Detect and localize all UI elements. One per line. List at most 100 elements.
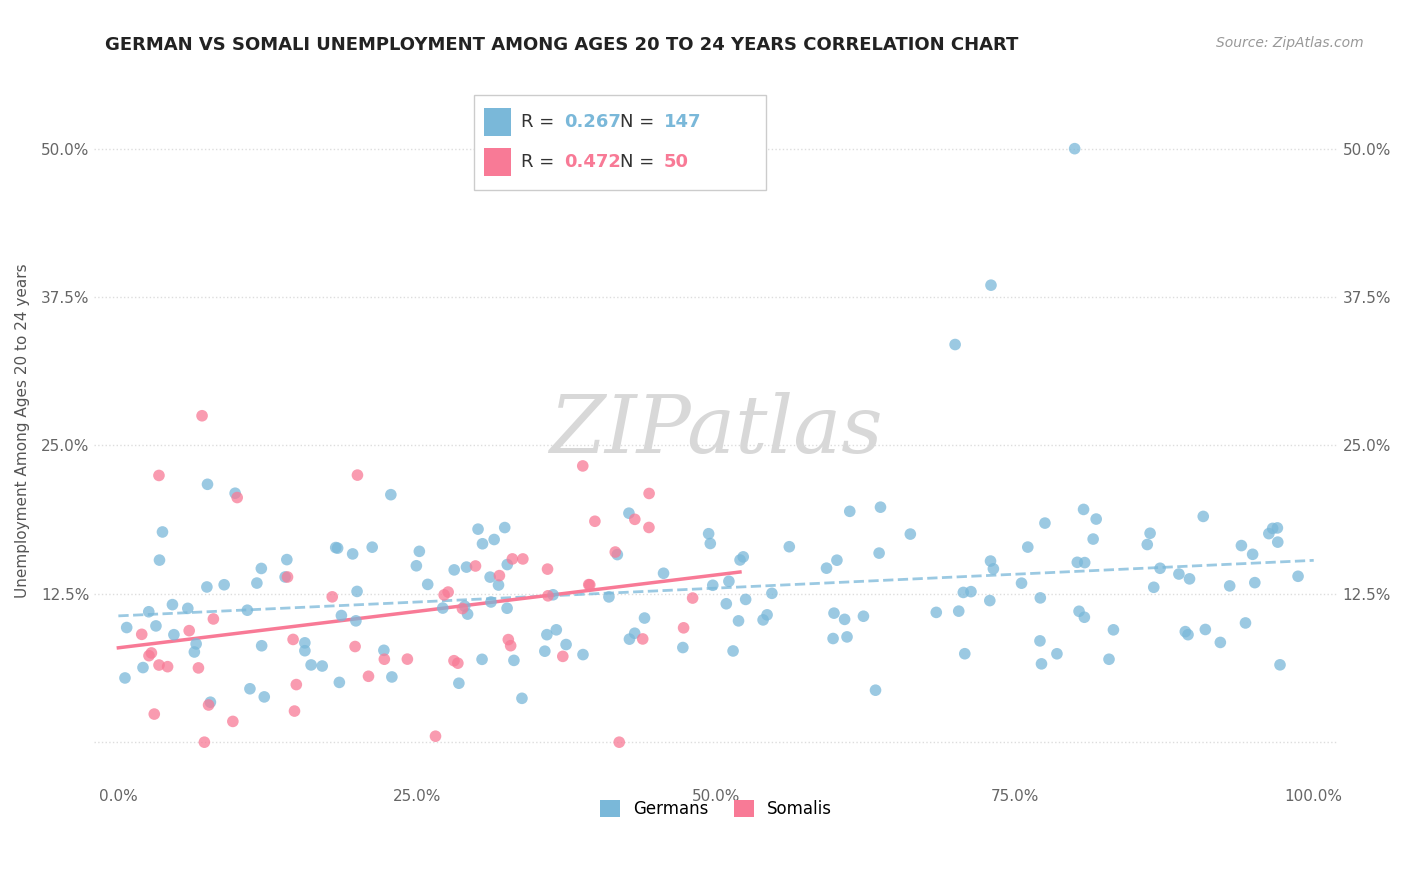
Point	[467, 522, 489, 536]
Text: N =: N =	[620, 153, 661, 171]
Point	[443, 563, 465, 577]
Point	[728, 553, 751, 567]
Point	[163, 628, 186, 642]
Point	[373, 643, 395, 657]
Point	[1067, 604, 1090, 618]
Point	[835, 630, 858, 644]
Point	[578, 577, 600, 591]
Point	[583, 514, 606, 528]
Point	[326, 541, 349, 556]
Point	[652, 566, 675, 581]
Point	[1031, 657, 1053, 671]
Point	[156, 659, 179, 673]
Point	[699, 536, 721, 550]
Point	[186, 637, 208, 651]
Point	[1029, 633, 1052, 648]
Point	[898, 527, 921, 541]
Point	[1136, 537, 1159, 551]
Point	[330, 608, 353, 623]
Point	[143, 707, 166, 722]
Point	[1261, 521, 1284, 535]
Point	[1046, 647, 1069, 661]
Point	[1073, 502, 1095, 516]
Legend: Germans, Somalis: Germans, Somalis	[593, 793, 839, 825]
Text: Source: ZipAtlas.com: Source: ZipAtlas.com	[1216, 36, 1364, 50]
Point	[187, 661, 209, 675]
Point	[239, 681, 262, 696]
Point	[283, 704, 305, 718]
Point	[1194, 623, 1216, 637]
Point	[488, 578, 510, 592]
Point	[555, 638, 578, 652]
Point	[416, 577, 439, 591]
Point	[1102, 623, 1125, 637]
Point	[479, 570, 502, 584]
Point	[537, 589, 560, 603]
Point	[1268, 657, 1291, 672]
Point	[1073, 610, 1095, 624]
Point	[357, 669, 380, 683]
Point	[838, 504, 860, 518]
Point	[250, 561, 273, 575]
Point	[179, 624, 201, 638]
Point	[605, 545, 627, 559]
Point	[115, 621, 138, 635]
Point	[496, 558, 519, 572]
Point	[1073, 556, 1095, 570]
Point	[236, 603, 259, 617]
Point	[1081, 532, 1104, 546]
Point	[1267, 521, 1289, 535]
Point	[193, 735, 215, 749]
Point	[761, 586, 783, 600]
Point	[633, 611, 655, 625]
Point	[980, 278, 1002, 293]
Point	[498, 632, 520, 647]
Point	[274, 570, 297, 584]
Point	[823, 606, 845, 620]
Text: GERMAN VS SOMALI UNEMPLOYMENT AMONG AGES 20 TO 24 YEARS CORRELATION CHART: GERMAN VS SOMALI UNEMPLOYMENT AMONG AGES…	[105, 36, 1019, 54]
Point	[1192, 509, 1215, 524]
Point	[721, 644, 744, 658]
Text: 147: 147	[664, 113, 702, 131]
Point	[464, 559, 486, 574]
Point	[948, 604, 970, 618]
Point	[733, 549, 755, 564]
Point	[512, 552, 534, 566]
Text: N =: N =	[620, 113, 661, 131]
Point	[380, 488, 402, 502]
Point	[276, 570, 298, 584]
Point	[224, 486, 246, 500]
Point	[606, 548, 628, 562]
Point	[454, 599, 477, 614]
Point	[834, 612, 856, 626]
Text: 0.472: 0.472	[564, 153, 621, 171]
Point	[456, 560, 478, 574]
Point	[408, 544, 430, 558]
Point	[1241, 547, 1264, 561]
Point	[1139, 526, 1161, 541]
Point	[148, 468, 170, 483]
Text: R =: R =	[520, 113, 560, 131]
Point	[702, 578, 724, 592]
Point	[361, 540, 384, 554]
FancyBboxPatch shape	[484, 148, 510, 177]
Point	[479, 595, 502, 609]
Point	[619, 632, 641, 647]
Point	[471, 652, 494, 666]
Point	[716, 597, 738, 611]
Point	[1011, 576, 1033, 591]
Point	[148, 553, 170, 567]
Point	[697, 526, 720, 541]
Point	[496, 601, 519, 615]
Text: 0.267: 0.267	[564, 113, 621, 131]
Point	[1286, 569, 1309, 583]
Point	[191, 409, 214, 423]
Point	[141, 646, 163, 660]
FancyBboxPatch shape	[484, 108, 510, 136]
Point	[1257, 526, 1279, 541]
Point	[299, 657, 322, 672]
Point	[756, 607, 779, 622]
Point	[1029, 591, 1052, 605]
Point	[869, 500, 891, 515]
Point	[778, 540, 800, 554]
